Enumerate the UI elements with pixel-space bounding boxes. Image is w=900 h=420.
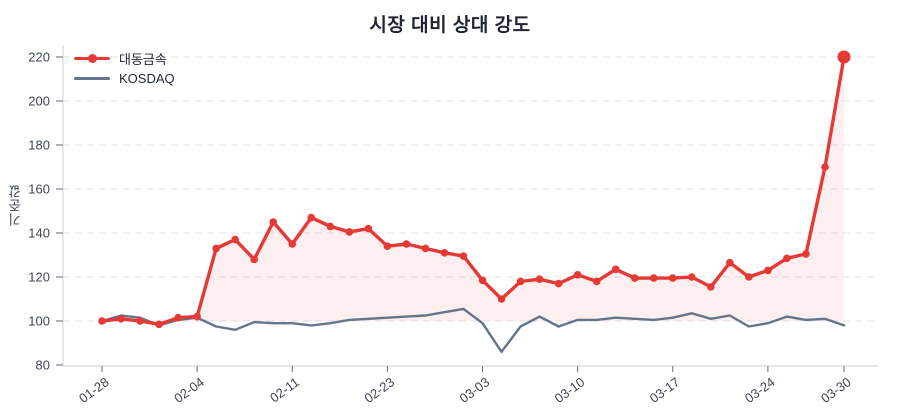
daedong-point-35 <box>764 266 772 275</box>
daedong-point-6 <box>212 244 220 253</box>
daedong-point-21 <box>497 295 506 303</box>
legend-label-kosdaq: KOSDAQ <box>119 70 175 86</box>
daedong-point-2 <box>136 317 144 325</box>
legend-item-kosdaq[interactable]: KOSDAQ <box>74 68 175 88</box>
x-tick-label-02-11: 02-11 <box>267 374 302 405</box>
daedong-point-25 <box>573 271 582 279</box>
daedong-point-20 <box>478 276 487 285</box>
daedong-point-37 <box>802 250 810 258</box>
daedong-point-15 <box>383 242 392 250</box>
daedong-point-19 <box>459 252 468 260</box>
daedong-point-32 <box>707 283 715 291</box>
daedong-point-29 <box>649 274 658 282</box>
daedong-point-5 <box>193 312 201 321</box>
x-tick-label-03-17: 03-17 <box>647 374 683 406</box>
daedong-point-8 <box>250 255 259 264</box>
x-tick-label-03-24: 03-24 <box>742 374 778 406</box>
daedong-point-31 <box>687 273 696 281</box>
daedong-point-4 <box>174 313 182 322</box>
kosdaq-line <box>100 307 846 353</box>
y-tick-label-100: 100 <box>28 314 50 329</box>
y-tick-label-80: 80 <box>36 358 50 373</box>
daedong-point-14 <box>364 224 373 233</box>
y-tick-label-160: 160 <box>28 182 50 197</box>
x-tick-label-03-30: 03-30 <box>818 374 854 406</box>
daedong-point-18 <box>440 249 449 257</box>
daedong-line <box>100 55 846 326</box>
x-tick-label-03-10: 03-10 <box>552 374 588 406</box>
daedong-area-fill <box>102 57 844 325</box>
y-tick-label-140: 140 <box>28 226 50 241</box>
x-tick-label-01-28: 01-28 <box>76 374 112 406</box>
daedong-point-13 <box>345 228 354 236</box>
legend-item-daedong[interactable]: 대동금속 <box>74 48 175 68</box>
daedong-point-39 <box>837 50 851 64</box>
chart-title: 시장 대비 상대 강도 <box>369 15 531 36</box>
daedong-point-26 <box>592 277 601 286</box>
y-tick-label-200: 200 <box>28 94 50 109</box>
daedong-point-23 <box>535 275 544 284</box>
daedong-point-27 <box>611 265 620 274</box>
daedong-point-30 <box>668 274 677 282</box>
daedong-point-28 <box>630 274 639 282</box>
daedong-point-16 <box>402 240 411 248</box>
daedong-point-33 <box>726 258 734 267</box>
daedong-point-38 <box>821 163 829 171</box>
daedong-point-11 <box>307 213 316 222</box>
daedong-point-36 <box>783 254 791 263</box>
daedong-dot-icon <box>87 53 97 63</box>
y-tick-label-120: 120 <box>28 270 50 285</box>
daedong-point-12 <box>326 222 335 231</box>
daedong-line-marker-icon <box>74 53 110 63</box>
daedong-point-34 <box>745 273 753 281</box>
daedong-point-1 <box>117 315 125 323</box>
daedong-point-24 <box>554 279 563 288</box>
daedong-point-0 <box>98 317 106 325</box>
x-tick-label-02-23: 02-23 <box>361 374 397 406</box>
daedong-point-7 <box>231 235 239 244</box>
y-tick-label-180: 180 <box>28 138 50 153</box>
daedong-point-3 <box>155 320 163 329</box>
daedong-point-22 <box>516 277 525 286</box>
daedong-point-10 <box>288 240 297 248</box>
x-tick-label-02-04: 02-04 <box>171 374 207 406</box>
kosdaq-line-marker-icon <box>74 76 110 80</box>
daedong-point-17 <box>421 244 430 253</box>
y-tick-label-220: 220 <box>28 50 50 65</box>
daedong-point-9 <box>269 218 278 226</box>
legend: 대동금속 KOSDAQ <box>74 48 175 88</box>
x-tick-label-03-03: 03-03 <box>457 374 493 406</box>
legend-label-daedong: 대동금속 <box>119 51 167 67</box>
